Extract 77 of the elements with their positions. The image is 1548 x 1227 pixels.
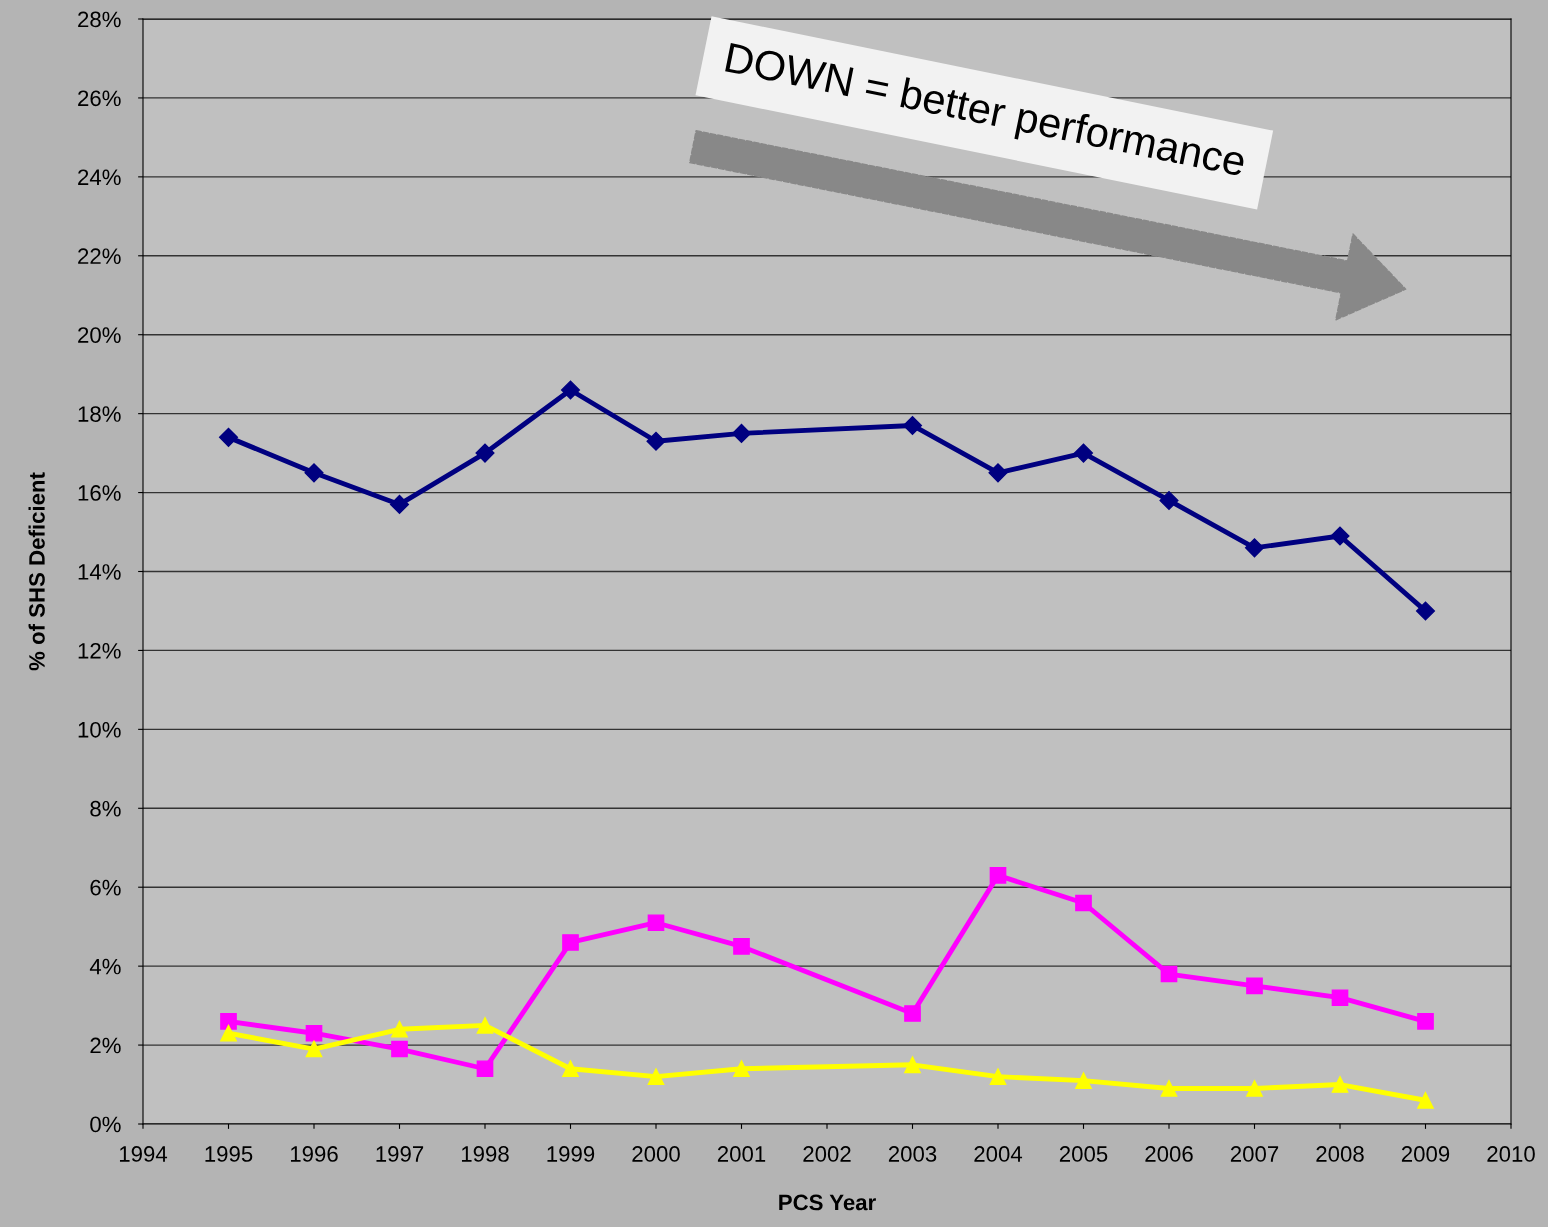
point: [1415, 601, 1436, 621]
point: [647, 914, 665, 932]
y-tick-label: 22%: [78, 248, 121, 264]
x-tick-label: 1996: [290, 1146, 338, 1162]
point: [560, 380, 581, 400]
point: [646, 431, 666, 451]
point: [989, 867, 1007, 884]
point: [1160, 1080, 1178, 1097]
point: [647, 1068, 665, 1085]
point: [304, 463, 324, 483]
x-tick-label: 2006: [1145, 1146, 1193, 1162]
point: [305, 1024, 323, 1042]
point: [220, 1013, 237, 1030]
point: [904, 1005, 921, 1022]
point: [1417, 1013, 1434, 1030]
point: [1160, 965, 1178, 983]
x-tick-label: 1998: [461, 1146, 509, 1162]
x-tick-label: 2007: [1230, 1146, 1279, 1162]
point: [1075, 1072, 1092, 1089]
y-tick-label: 18%: [78, 406, 121, 422]
y-tick-label: 0%: [90, 1116, 121, 1133]
y-axis-title: % of SHS Deficient: [28, 472, 45, 671]
annotation: DOWN = better performance: [723, 41, 1247, 185]
y-tick-label: 8%: [90, 800, 121, 817]
x-tick-label: 2009: [1401, 1146, 1450, 1162]
point: [218, 427, 239, 447]
y-tick-label: 26%: [78, 90, 121, 107]
y-tick-label: 20%: [78, 327, 121, 343]
x-tick-label: 2000: [632, 1146, 680, 1162]
point: [389, 494, 410, 514]
point: [1159, 490, 1179, 510]
point: [1246, 1080, 1263, 1097]
x-tick-label: 2003: [888, 1146, 937, 1162]
x-tick-label: 2010: [1487, 1146, 1535, 1162]
x-tick-label: 2005: [1059, 1146, 1108, 1162]
x-tick-label: 1999: [547, 1146, 595, 1162]
x-tick-label: 2002: [803, 1146, 851, 1162]
point: [731, 423, 752, 443]
point: [1331, 989, 1349, 1007]
point: [989, 1068, 1007, 1085]
y-tick-label: 16%: [78, 485, 121, 501]
point: [391, 1020, 408, 1038]
y-tick-label: 10%: [78, 721, 121, 738]
y-tick-label: 28%: [78, 11, 121, 28]
point: [1246, 977, 1263, 995]
y-tick-label: 12%: [78, 642, 121, 659]
x-tick-label: 1995: [205, 1146, 253, 1162]
point: [476, 1060, 494, 1078]
point: [475, 443, 495, 463]
point: [904, 1056, 921, 1074]
point: [902, 415, 923, 436]
point: [1330, 526, 1350, 546]
point: [1073, 443, 1094, 463]
point: [988, 463, 1008, 483]
point: [733, 1060, 750, 1078]
y-tick-label: 6%: [90, 879, 121, 896]
point: [305, 1040, 323, 1058]
point: [476, 1017, 494, 1034]
y-tick-label: 24%: [78, 169, 121, 186]
x-tick-label: 2008: [1316, 1146, 1364, 1162]
point: [1331, 1076, 1349, 1093]
point: [1075, 894, 1092, 912]
point: [733, 938, 750, 955]
x-tick-label: 1994: [119, 1146, 168, 1162]
x-tick-label: 2004: [974, 1146, 1023, 1162]
point: [1417, 1091, 1434, 1109]
y-tick-label: 14%: [78, 564, 121, 580]
y-tick-label: 2%: [90, 1037, 121, 1054]
x-tick-label: 2001: [717, 1146, 766, 1162]
point: [562, 934, 579, 951]
x-tick-label: 1997: [376, 1146, 424, 1162]
point: [391, 1040, 408, 1058]
point: [220, 1024, 237, 1042]
point: [562, 1060, 579, 1078]
x-axis-title: PCS Year: [779, 1194, 876, 1211]
y-tick-label: 4%: [89, 958, 121, 975]
point: [1244, 538, 1265, 558]
